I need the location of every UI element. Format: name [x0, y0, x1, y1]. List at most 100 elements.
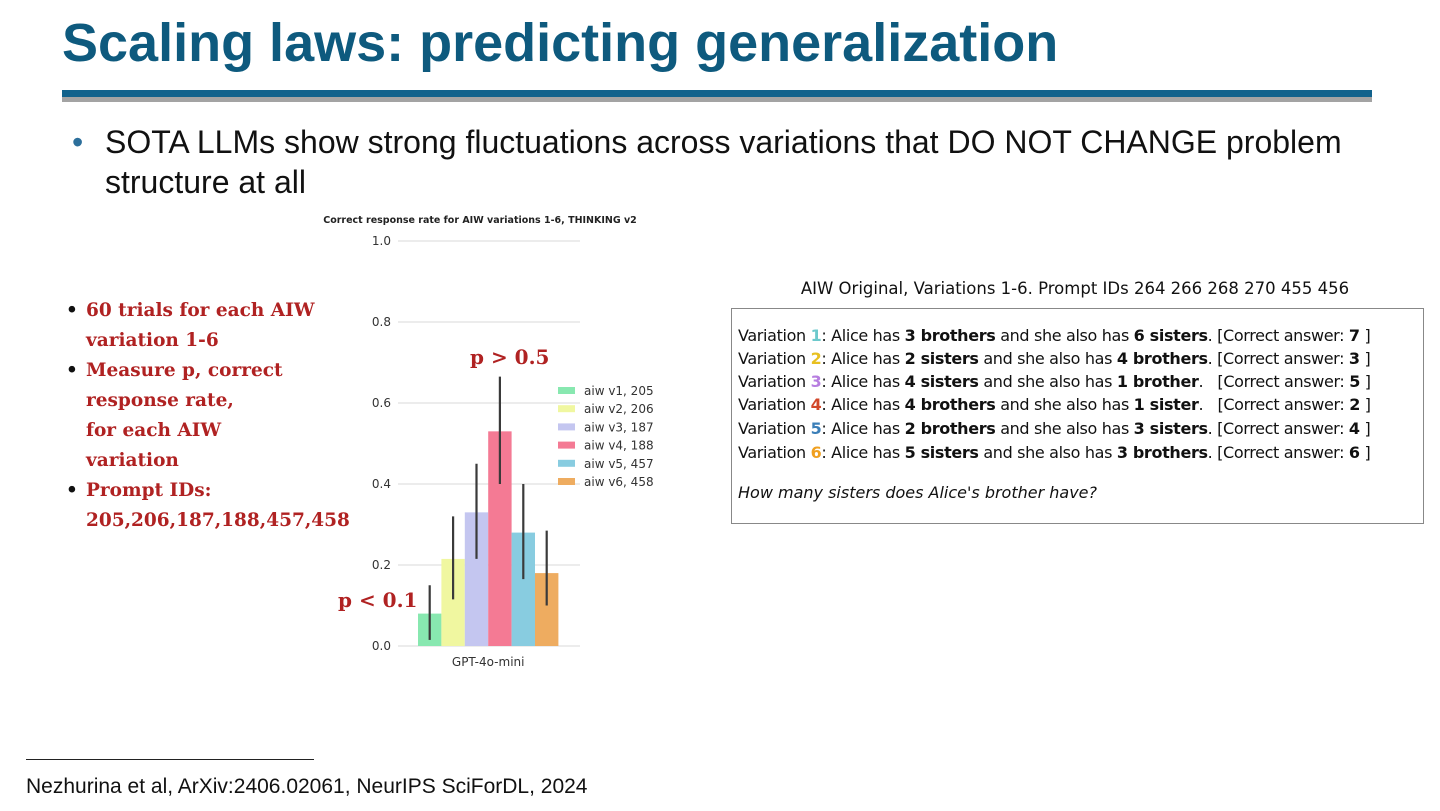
y-tick-label: 0.2	[372, 558, 391, 572]
variation-text: . [Correct answer:	[1207, 349, 1349, 368]
slide-title: Scaling laws: predicting generalization	[62, 13, 1059, 73]
variation-label: Variation	[738, 443, 811, 462]
variation-line: Variation 6: Alice has 5 sisters and she…	[738, 443, 1371, 462]
aiw-caption: AIW Original, Variations 1-6. Prompt IDs…	[800, 279, 1350, 298]
variation-number: 5	[810, 419, 822, 438]
chart-title: Correct response rate for AIW variations…	[323, 215, 637, 226]
variation-count-2: 1 brother	[1116, 372, 1199, 391]
bar	[511, 532, 535, 646]
legend-swatch	[558, 423, 575, 431]
note-item: • 60 trials for each AIW variation 1-6	[62, 296, 362, 356]
bar-chart: Correct response rate for AIW variations…	[323, 215, 654, 669]
correct-answer: 7	[1348, 326, 1360, 345]
variation-text: . [Correct answer:	[1207, 419, 1349, 438]
variation-count-2: 3 brothers	[1116, 443, 1208, 462]
legend-label: aiw v4, 188	[584, 439, 654, 453]
variation-label: Variation	[738, 372, 811, 391]
correct-answer: 2	[1349, 395, 1361, 414]
variation-count-1: 4 brothers	[904, 395, 996, 414]
variation-count-2: 6 sisters	[1133, 326, 1208, 345]
legend-swatch	[558, 405, 575, 413]
legend-label: aiw v6, 458	[584, 475, 654, 489]
note-line: variation	[86, 450, 179, 471]
variation-text: ]	[1360, 372, 1371, 391]
variation-text: . [Correct answer:	[1198, 372, 1350, 391]
variation-text: : Alice has	[821, 419, 905, 438]
variation-text: ]	[1359, 419, 1371, 438]
title-rule-gray	[62, 97, 1372, 102]
variation-label: Variation	[738, 395, 811, 414]
note-line: for each AIW	[86, 420, 222, 441]
variation-number: 3	[810, 372, 822, 391]
variation-text: and she also has	[995, 419, 1134, 438]
variation-label: Variation	[738, 326, 811, 345]
variation-label: Variation	[738, 419, 811, 438]
variation-label: Variation	[738, 349, 811, 368]
legend-swatch	[558, 441, 575, 449]
variation-count-1: 3 brothers	[904, 326, 996, 345]
variation-text: and she also has	[978, 372, 1117, 391]
annotation-p-low: p < 0.1	[338, 588, 418, 612]
legend-swatch	[558, 459, 575, 467]
correct-answer: 3	[1348, 349, 1360, 368]
variation-text: and she also has	[995, 395, 1134, 414]
footnote-rule	[26, 759, 314, 760]
variation-line: Variation 5: Alice has 2 brothers and sh…	[738, 419, 1371, 438]
legend-label: aiw v3, 187	[584, 420, 654, 434]
variation-text: : Alice has	[821, 326, 905, 345]
variation-number: 4	[810, 395, 822, 414]
y-tick-label: 0.4	[372, 477, 391, 491]
bar	[464, 512, 489, 646]
variation-text: and she also has	[978, 443, 1117, 462]
variation-text: : Alice has	[821, 372, 905, 391]
legend-swatch	[558, 387, 575, 394]
variation-count-1: 5 sisters	[904, 443, 979, 462]
variation-text: . [Correct answer:	[1207, 326, 1349, 345]
variation-count-1: 2 brothers	[904, 419, 996, 438]
variation-text: ]	[1359, 443, 1371, 462]
title-rule-blue	[62, 90, 1372, 97]
variation-line: Variation 1: Alice has 3 brothers and sh…	[738, 326, 1371, 345]
note-line: Measure p, correct	[86, 360, 283, 381]
bar	[488, 431, 512, 646]
variation-count-2: 1 sister	[1133, 395, 1199, 414]
variation-text: : Alice has	[821, 349, 905, 368]
legend-label: aiw v2, 206	[584, 402, 654, 416]
side-notes: • 60 trials for each AIW variation 1-6 • Mea…	[62, 296, 362, 536]
footnote: Nezhurina et al, ArXiv:2406.02061, NeurI…	[26, 775, 588, 798]
legend-label: aiw v5, 457	[584, 457, 654, 471]
y-tick-label: 0.6	[372, 396, 391, 410]
note-line: 205,206,187,188,457,458	[86, 510, 350, 531]
note-line: response rate,	[86, 390, 234, 411]
variation-count-2: 3 sisters	[1133, 419, 1208, 438]
note-item: • Measure p, correct response rate, for eac…	[62, 356, 362, 476]
correct-answer: 6	[1348, 443, 1360, 462]
variation-count-1: 2 sisters	[904, 349, 979, 368]
variation-text: and she also has	[995, 326, 1134, 345]
note-bullet-dot: •	[66, 300, 78, 321]
variation-text: and she also has	[978, 349, 1117, 368]
aiw-question: How many sisters does Alice's brother ha…	[738, 483, 1098, 502]
variation-text: : Alice has	[821, 443, 905, 462]
annotation-p-high: p > 0.5	[470, 345, 550, 369]
variation-line: Variation 2: Alice has 2 sisters and she…	[738, 349, 1371, 368]
note-line: Prompt IDs:	[86, 480, 212, 501]
note-line: variation 1-6	[86, 330, 219, 351]
variation-text: . [Correct answer:	[1198, 395, 1350, 414]
aiw-variations-box: How many sisters does Alice's brother ha…	[731, 308, 1424, 524]
bar	[441, 558, 465, 646]
variation-text: ]	[1360, 395, 1371, 414]
note-bullet-dot: •	[66, 360, 78, 381]
note-line: 60 trials for each AIW	[86, 300, 315, 321]
y-tick-label: 1.0	[372, 234, 391, 248]
variation-text: . [Correct answer:	[1207, 443, 1349, 462]
bar	[535, 573, 559, 646]
variation-number: 2	[810, 349, 822, 368]
legend-swatch	[558, 478, 575, 485]
variation-number: 6	[810, 443, 822, 462]
note-item: • Prompt IDs: 205,206,187,188,457,458	[62, 476, 362, 536]
variation-line: Variation 4: Alice has 4 brothers and sh…	[738, 395, 1371, 414]
y-tick-label: 0.8	[372, 315, 391, 329]
variation-count-2: 4 brothers	[1116, 349, 1208, 368]
y-tick-label: 0.0	[372, 639, 391, 653]
